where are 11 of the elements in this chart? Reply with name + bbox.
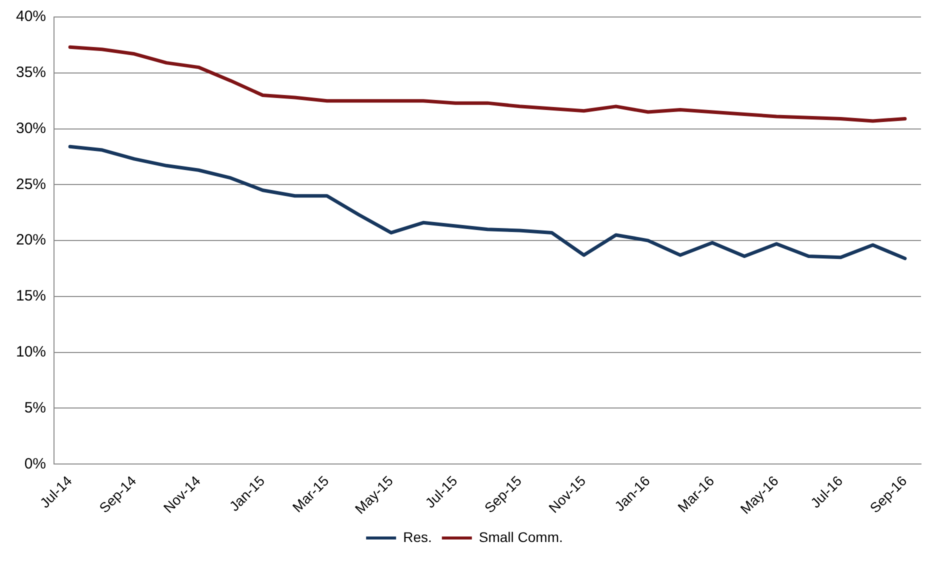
legend-label: Small Comm. [478,528,563,545]
y-tick-label: 10% [16,343,46,360]
y-tick-label: 20% [16,232,46,249]
y-tick-label: 30% [16,120,46,137]
y-tick-label: 35% [16,64,46,82]
y-tick-label: 15% [16,288,46,305]
y-tick-label: 40% [16,8,46,26]
y-tick-label: 5% [24,399,46,416]
y-tick-label: 0% [24,455,46,472]
y-tick-label: 25% [16,176,46,193]
legend-label: Res. [403,528,432,545]
